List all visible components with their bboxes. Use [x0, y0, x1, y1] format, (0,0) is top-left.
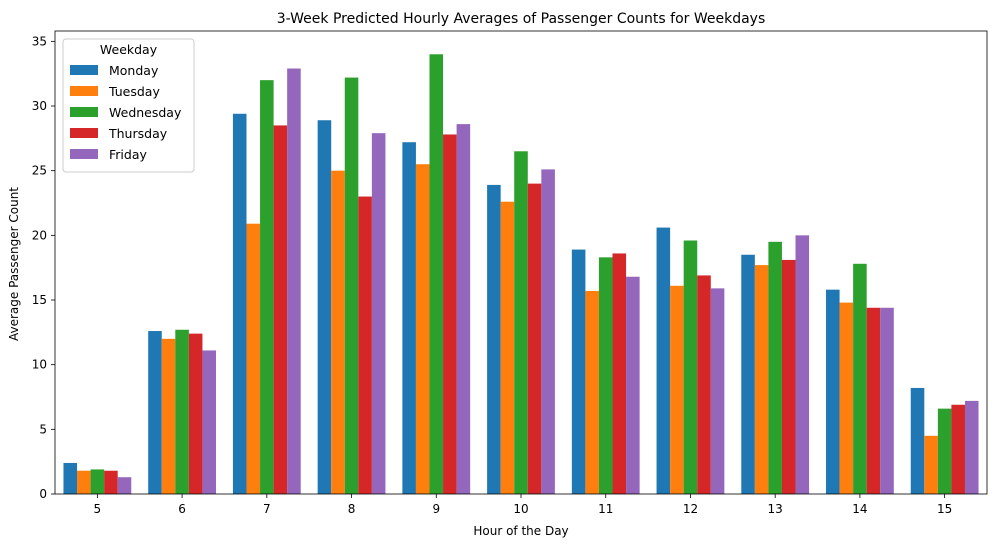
bar-thursday-9: [443, 134, 457, 494]
bar-tuesday-15: [924, 435, 938, 494]
legend-swatch-tuesday: [70, 86, 98, 96]
bar-monday-5: [63, 462, 78, 494]
x-tick-label: 12: [683, 502, 698, 516]
bar-monday-10: [487, 184, 501, 494]
bar-wednesday-15: [937, 408, 952, 494]
y-tick-label: 20: [32, 228, 47, 242]
chart-title: 3-Week Predicted Hourly Averages of Pass…: [277, 11, 766, 27]
bar-tuesday-6: [161, 338, 176, 494]
bar-monday-6: [148, 331, 162, 494]
bar-friday-12: [710, 288, 725, 494]
bar-friday-14: [880, 307, 894, 494]
legend-label-wednesday: Wednesday: [109, 105, 182, 120]
bar-monday-12: [656, 227, 671, 494]
bar-monday-13: [741, 254, 755, 494]
bar-friday-5: [117, 477, 132, 494]
bar-friday-10: [541, 169, 555, 494]
bar-monday-9: [402, 142, 416, 494]
bar-thursday-10: [527, 183, 542, 495]
x-tick-label: 10: [513, 502, 528, 516]
bar-friday-9: [456, 124, 471, 495]
legend-swatch-friday: [70, 149, 98, 159]
bar-friday-7: [287, 68, 301, 494]
bar-wednesday-8: [344, 77, 359, 494]
bar-wednesday-5: [90, 469, 105, 494]
plot-area: 5 6 7 8 9 10 11 12 13 14 15 0 5 10 15 20 25 30 35: [32, 30, 988, 516]
bar-thursday-14: [866, 307, 881, 494]
bar-wednesday-10: [514, 151, 528, 494]
x-tick-label: 15: [937, 502, 952, 516]
bar-monday-8: [317, 120, 332, 495]
bar-tuesday-12: [670, 285, 684, 494]
bar-tuesday-13: [754, 265, 769, 494]
bar-thursday-8: [358, 196, 372, 495]
x-tick-label: 11: [598, 502, 613, 516]
x-tick-label: 5: [94, 502, 102, 516]
bar-wednesday-9: [429, 54, 444, 494]
y-tick-label: 0: [39, 487, 47, 501]
y-tick-label: 15: [32, 293, 47, 307]
x-tick-label: 14: [852, 502, 867, 516]
bar-thursday-11: [612, 253, 627, 494]
x-tick-label: 8: [348, 502, 356, 516]
x-axis-label: Hour of the Day: [473, 524, 568, 538]
legend-label-thursday: Thursday: [108, 126, 168, 141]
bar-tuesday-14: [839, 302, 854, 494]
x-tick-label: 7: [263, 502, 271, 516]
y-tick-label: 35: [32, 34, 47, 48]
bar-thursday-13: [781, 259, 796, 494]
bar-wednesday-12: [683, 240, 698, 494]
y-tick-label: 25: [32, 164, 47, 178]
bar-tuesday-10: [500, 201, 515, 494]
bar-friday-8: [371, 133, 386, 495]
x-tick-label: 6: [178, 502, 186, 516]
bar-thursday-7: [273, 125, 288, 494]
bar-thursday-6: [188, 333, 203, 494]
y-tick-label: 30: [32, 99, 47, 113]
bar-tuesday-9: [415, 164, 430, 494]
bar-friday-13: [795, 235, 810, 494]
bar-tuesday-11: [585, 290, 599, 494]
legend-label-monday: Monday: [109, 63, 159, 78]
y-tick-label: 10: [32, 358, 47, 372]
bar-wednesday-13: [768, 241, 782, 494]
bar-wednesday-14: [853, 263, 867, 494]
bar-monday-7: [232, 113, 247, 495]
legend-label-friday: Friday: [109, 147, 147, 162]
bar-monday-15: [910, 387, 925, 494]
bar-wednesday-11: [598, 257, 613, 494]
bar-monday-14: [826, 289, 840, 494]
bar-friday-11: [626, 276, 640, 494]
bar-thursday-12: [697, 275, 711, 494]
x-tick-label: 13: [768, 502, 783, 516]
x-tick-label: 9: [432, 502, 440, 516]
y-axis-label: Average Passenger Count: [7, 187, 21, 341]
legend-label-tuesday: Tuesday: [108, 84, 160, 99]
legend-swatch-monday: [70, 65, 98, 75]
bar-thursday-15: [951, 404, 965, 494]
bar-wednesday-7: [260, 80, 274, 495]
legend-swatch-thursday: [70, 128, 98, 138]
bar-friday-6: [202, 350, 216, 494]
bar-monday-11: [571, 249, 586, 494]
bar-tuesday-5: [77, 470, 91, 494]
y-tick-label: 5: [39, 422, 47, 436]
bar-friday-15: [964, 400, 979, 494]
bar-thursday-5: [104, 470, 118, 494]
legend-title: Weekday: [100, 42, 158, 57]
bar-tuesday-8: [331, 170, 345, 494]
legend: Weekday Monday Tuesday Wednesday Thursday Fri…: [62, 38, 195, 173]
bar-wednesday-6: [175, 329, 189, 494]
legend-swatch-wednesday: [70, 107, 98, 117]
bar-tuesday-7: [246, 223, 261, 494]
